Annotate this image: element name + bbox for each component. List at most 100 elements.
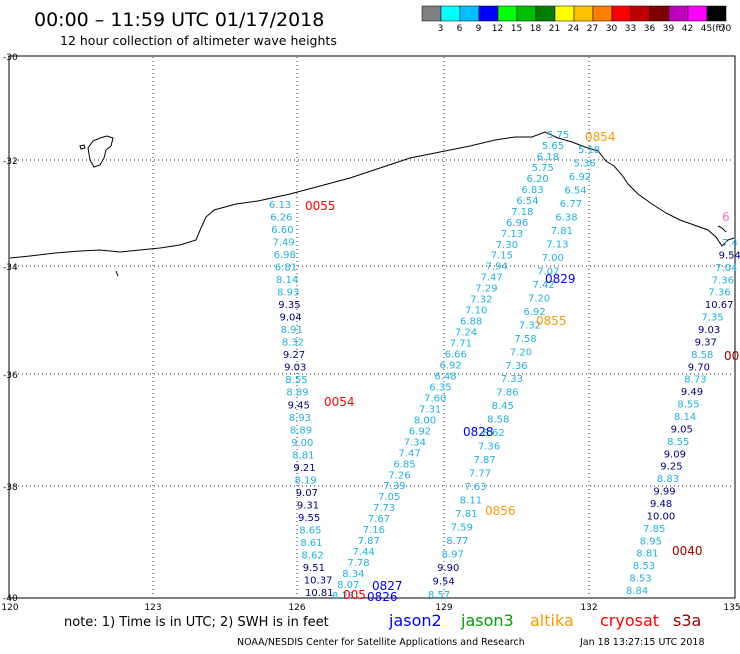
wave-height-value: 7.44 [353, 547, 375, 558]
wave-height-value: 6.54 [564, 186, 586, 197]
legend-swatch-label: 30 [606, 24, 618, 34]
legend-swatch-label: 45 [701, 24, 712, 34]
wave-height-value: 7.67 [368, 514, 390, 525]
wave-height-value: 9.27 [283, 350, 305, 361]
wave-height-value: 8.91 [281, 325, 303, 336]
lon-label-126: 126 [288, 603, 305, 613]
wave-height-value: 7.34 [404, 437, 426, 448]
wave-height-value: 9.00 [291, 438, 313, 449]
wave-height-value: 9.99 [653, 487, 675, 498]
wave-height-value: 9.31 [297, 500, 319, 511]
wave-height-value: 7.29 [475, 284, 497, 295]
wave-height-value: 8.61 [300, 538, 322, 549]
wave-height-value: 7.87 [358, 536, 380, 547]
legend-swatch-label: 6 [457, 24, 463, 34]
wave-height-value: 6.66 [445, 350, 467, 361]
wave-height-value: 7.39 [383, 481, 405, 492]
wave-height-value: 8.55 [667, 437, 689, 448]
wave-height-value: 7.85 [643, 524, 665, 535]
lat-tick-labels: -30 -32 -34 -36 -38 -40 [3, 53, 18, 604]
wave-height-value: 6.85 [393, 459, 415, 470]
wave-height-value: 7.35 [701, 313, 723, 324]
legend-swatch [516, 5, 537, 22]
wave-height-value: 9.45 [288, 400, 310, 411]
wave-height-value: 7.26 [388, 470, 410, 481]
legend-swatch-label: 42 [682, 24, 693, 34]
wave-height-value: 6.35 [429, 383, 451, 394]
wave-height-value: 7.58 [514, 334, 536, 345]
satellite-jason2-label: jason2 [388, 611, 442, 630]
legend-swatch [649, 5, 670, 22]
satellite-cryosat-label: cryosat [600, 611, 659, 630]
wave-height-value: 7.05 [378, 492, 400, 503]
pass-time-label: 0054 [324, 395, 355, 409]
wave-height-value: 8.77 [446, 536, 468, 547]
map-subtitle: 12 hour collection of altimeter wave hei… [60, 33, 337, 48]
legend-swatch [440, 5, 461, 22]
wave-height-value: 7.87 [474, 455, 496, 466]
wave-height-value: 7.94 [486, 262, 508, 273]
wave-height-value: 7.47 [399, 448, 421, 459]
pass-time-label: 0040 [672, 544, 703, 558]
lat-label-30: -30 [3, 53, 18, 63]
wave-height-value: 8.89 [286, 388, 308, 399]
lat-label-32: -32 [3, 157, 18, 167]
wave-height-value: 7.47 [481, 273, 503, 284]
wave-height-value: 7.20 [528, 293, 550, 304]
wave-height-value: 9.37 [695, 337, 717, 348]
wave-height-value: 7.42 [533, 280, 555, 291]
wave-height-value: 6.92 [524, 307, 546, 318]
map-title: 00:00 – 11:59 UTC 01/17/2018 [34, 9, 324, 31]
wave-height-value: 6.96 [506, 218, 528, 229]
satellite-s3a-label: s3a [673, 611, 701, 630]
legend-swatch-label: 18 [530, 24, 542, 34]
islet-2 [115, 270, 119, 277]
legend-swatch [706, 5, 727, 22]
wave-height-value: 7.20 [510, 347, 532, 358]
lat-label-36: -36 [3, 371, 18, 381]
legend-swatch-label: 21 [549, 24, 560, 34]
lon-label-135: 135 [723, 603, 740, 613]
legend-swatch [535, 5, 556, 22]
wave-height-value: 8.55 [677, 400, 699, 411]
wave-height-value: 7.31 [419, 404, 441, 415]
wave-height-value: 6.77 [560, 199, 582, 210]
wave-height-value: 8.62 [302, 551, 324, 562]
wave-height-value: 8.81 [636, 549, 658, 560]
wave-height-value: 7.13 [501, 229, 523, 240]
wave-height-value: 6.92 [409, 426, 431, 437]
legend-swatch-label: 15 [511, 24, 522, 34]
wave-height-value: 9.54 [719, 250, 740, 261]
wave-height-value: 9.04 [280, 313, 302, 324]
legend-swatch-label: 9 [476, 24, 482, 34]
wave-height-value: 6.48 [434, 372, 456, 383]
wave-height-value: 7.07 [537, 266, 559, 277]
wave-height-value: 9.35 [278, 300, 300, 311]
wave-height-value: 7.13 [546, 239, 568, 250]
legend-swatch-label: 70 [720, 24, 732, 34]
legend-swatch [554, 5, 575, 22]
legend-swatch [459, 5, 480, 22]
wave-height-value: 8.58 [487, 415, 509, 426]
wave-height-value: 8.89 [290, 425, 312, 436]
wave-height-value: 8.34 [342, 569, 364, 580]
wave-height-value: 9.03 [698, 325, 720, 336]
island [87, 135, 114, 168]
wave-height-value: 9.49 [681, 387, 703, 398]
wave-height-value: 8.81 [292, 450, 314, 461]
wave-height-value: 7.63 [464, 482, 486, 493]
wave-height-value: 6.26 [270, 213, 292, 224]
wave-height-value: 7.36 [712, 275, 734, 286]
lon-label-123: 123 [144, 603, 161, 613]
wave-height-value: 7.71 [450, 339, 472, 350]
wave-height-value: 9.55 [298, 513, 320, 524]
wave-height-value: 7.33 [501, 374, 523, 385]
legend-swatch [573, 5, 594, 22]
wave-height-value: 8.83 [657, 474, 679, 485]
legend-swatch-label: 27 [587, 24, 598, 34]
wave-height-value: 8.97 [442, 550, 464, 561]
wave-height-value: 7.15 [491, 251, 513, 262]
wave-height-value: 7.04 [715, 263, 737, 274]
